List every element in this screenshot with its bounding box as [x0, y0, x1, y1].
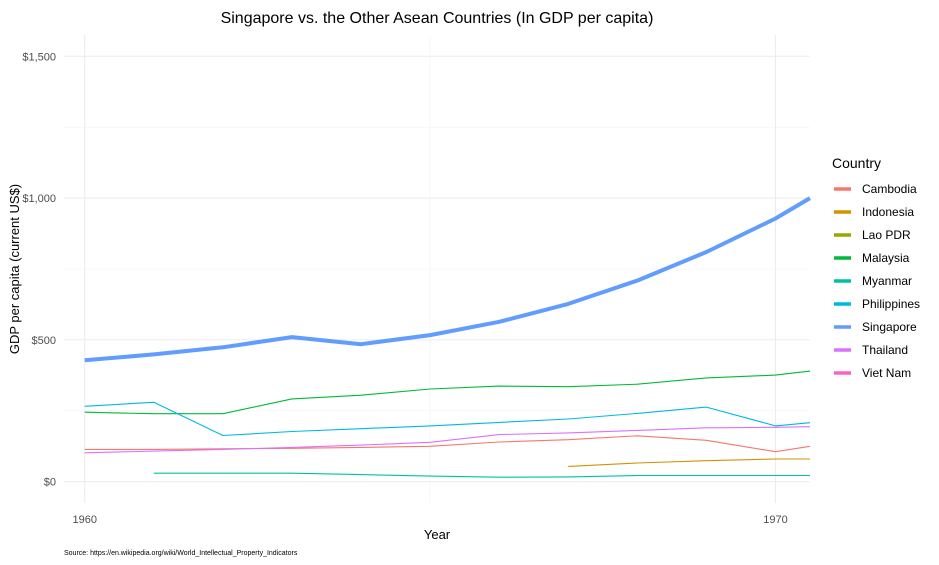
- legend-label: Viet Nam: [862, 366, 911, 380]
- y-tick-label: $1,500: [22, 51, 56, 63]
- legend-label: Myanmar: [862, 274, 912, 288]
- source-caption: Source: https://en.wikipedia.org/wiki/Wo…: [64, 550, 298, 557]
- y-axis-title: GDP per capita (current US$): [7, 184, 22, 354]
- legend-label: Philippines: [862, 297, 920, 311]
- legend-label: Lao PDR: [862, 228, 911, 242]
- series-line-cambodia: [84, 435, 811, 453]
- x-axis-title: Year: [424, 527, 451, 542]
- x-tick-label: 1960: [72, 514, 96, 526]
- series-line-malaysia: [84, 370, 811, 415]
- legend-label: Thailand: [862, 343, 908, 357]
- y-axis-ticks: $0 $500 $1,000 $1,500: [22, 51, 56, 488]
- series-line-indonesia: [568, 458, 810, 467]
- y-tick-label: $500: [32, 335, 56, 347]
- legend: Country Cambodia Indonesia Lao PDR Malaysia…: [832, 155, 920, 380]
- series-line-philippines: [84, 401, 811, 437]
- legend-label: Cambodia: [862, 182, 917, 196]
- grid: [64, 35, 810, 503]
- series-line-thailand: [84, 426, 811, 454]
- legend-label: Indonesia: [862, 205, 914, 219]
- legend-items: Cambodia Indonesia Lao PDR Malaysia Myanmar P…: [834, 182, 920, 380]
- legend-label: Singapore: [862, 320, 917, 334]
- chart-title: Singapore vs. the Other Asean Countries …: [221, 10, 654, 27]
- y-tick-label: $1,000: [22, 193, 56, 205]
- y-tick-label: $0: [44, 477, 56, 489]
- x-tick-label: 1970: [763, 514, 787, 526]
- x-axis-ticks: 1960 1970: [72, 514, 787, 526]
- series-line-myanmar: [153, 472, 810, 478]
- series-lines: [84, 196, 812, 478]
- legend-label: Malaysia: [862, 251, 910, 265]
- legend-title: Country: [832, 155, 881, 171]
- series-line-singapore: [84, 196, 812, 363]
